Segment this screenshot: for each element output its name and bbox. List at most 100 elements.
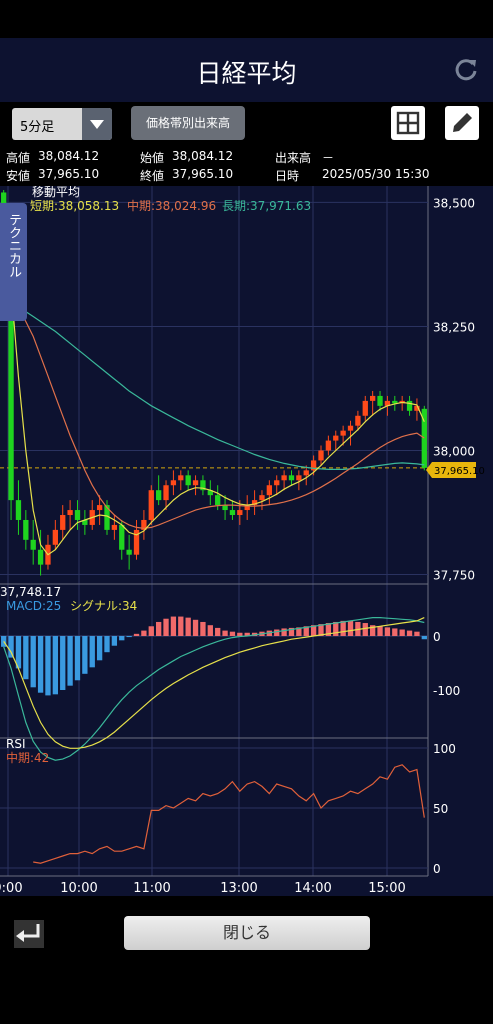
candle-body [8, 232, 14, 501]
back-icon[interactable] [12, 918, 46, 950]
macd-bar [406, 630, 413, 636]
rsi-plot [33, 764, 425, 864]
close-label: 終値 [140, 169, 165, 183]
macd-bar [377, 626, 383, 636]
price-tick-label: 38,000 [433, 445, 475, 459]
volume-by-price-button[interactable]: 価格帯別出来高 [131, 106, 245, 140]
close-button[interactable]: 閉じる [124, 916, 370, 950]
macd-bar [421, 636, 427, 640]
macd-bar [296, 627, 302, 636]
candle-body [126, 549, 132, 555]
candle-body [192, 480, 199, 486]
footer: 閉じる [0, 896, 493, 1024]
candle-body [155, 490, 162, 501]
candle-body [119, 524, 125, 550]
ma-mid-label: 中期:38,024.96 [127, 198, 216, 213]
candle-body [30, 539, 36, 550]
macd-bar [74, 636, 81, 681]
candle [82, 510, 88, 535]
pencil-icon [453, 113, 472, 132]
candle-body [67, 510, 73, 516]
status-bar [0, 0, 493, 38]
candle [347, 420, 354, 446]
time-value: 2025/05/30 15:30 [322, 167, 430, 181]
candle-body [333, 435, 339, 441]
candle [192, 475, 199, 496]
candle [229, 500, 236, 520]
macd-bar [96, 636, 103, 661]
candle-body [222, 505, 228, 511]
candle-body [347, 425, 354, 431]
candle-body [111, 524, 118, 530]
candle-body [185, 475, 191, 486]
open-value: 38,084.12 [172, 149, 234, 163]
candle [207, 480, 213, 506]
low-value: 37,965.10 [38, 167, 100, 181]
candle-body [229, 510, 236, 516]
candle-body [215, 495, 221, 506]
ma-short-line [3, 212, 425, 556]
macd-line [3, 617, 425, 761]
candle [37, 529, 44, 576]
chart-axes: 38,500 38,250 38,000 37,750 0 -100 100 50 0 9:00 1… [0, 196, 475, 896]
interval-label: 5分足 [20, 120, 55, 135]
time-label: 日時 [275, 169, 300, 183]
low-label: 安値 [6, 169, 31, 183]
candle [303, 465, 309, 486]
macd-bar [37, 636, 44, 693]
price-tick-label: 38,500 [433, 196, 475, 210]
volume-label: 出来高 [275, 151, 312, 165]
macd-plot [0, 616, 428, 761]
ma-long-label: 長期:37,971.63 [222, 199, 311, 213]
candle [222, 495, 228, 520]
candle [296, 470, 302, 491]
candle [111, 515, 118, 540]
candle [119, 519, 125, 560]
rsi-tick-label: 0 [433, 862, 441, 876]
refresh-icon[interactable] [453, 56, 479, 82]
rsi-tick-label: 100 [433, 742, 456, 756]
time-tick-label: 11:00 [133, 881, 170, 896]
macd-bar [45, 636, 51, 696]
chart-toolbar: 5分足 価格帯別出来高 [0, 102, 493, 146]
grid-layout-button[interactable] [391, 106, 425, 140]
candle [421, 405, 427, 471]
candle-body [23, 519, 29, 540]
macd-bar [119, 636, 125, 641]
macd-bar [414, 631, 420, 636]
macd-bar [318, 624, 324, 636]
ma-title: 移動平均 [32, 186, 80, 199]
macd-bar [288, 627, 295, 636]
macd-bar [207, 625, 213, 636]
candle-body [369, 395, 376, 401]
candle [377, 390, 383, 411]
rsi-mid-label: 中期:42 [6, 750, 49, 765]
macd-label: MACD:25 [6, 599, 61, 613]
chart-background [0, 186, 493, 896]
macd-bar [399, 629, 405, 636]
draw-button[interactable] [445, 106, 479, 140]
signal-label: シグナル:34 [70, 599, 137, 613]
candle [200, 475, 206, 496]
macd-bar [163, 618, 169, 636]
candle [178, 470, 184, 491]
candlestick-chart[interactable]: 38,500 38,250 38,000 37,750 0 -100 100 50 0 9:00 1… [0, 186, 493, 896]
technical-tab[interactable]: テクニカル [0, 203, 27, 321]
page-title: 日経平均 [196, 59, 297, 88]
candle [170, 470, 177, 496]
candle-body [170, 480, 177, 486]
macd-bar [281, 628, 287, 636]
candle-body [414, 405, 420, 411]
macd-bar [67, 636, 73, 686]
candle-body [82, 519, 88, 525]
candle-body [421, 408, 427, 468]
candle [23, 510, 29, 550]
low-marker: 37,748.17 [0, 585, 61, 599]
macd-bar [23, 636, 29, 680]
ohlc-info: 高値 38,084.12 始値 38,084.12 出来高 － 安値 37,96… [0, 146, 493, 186]
macd-bar [148, 626, 154, 636]
rsi-tick-label: 50 [433, 802, 448, 816]
interval-select[interactable]: 5分足 [12, 108, 112, 140]
macd-tick-label: 0 [433, 630, 441, 644]
macd-tick-label: -100 [433, 684, 460, 698]
